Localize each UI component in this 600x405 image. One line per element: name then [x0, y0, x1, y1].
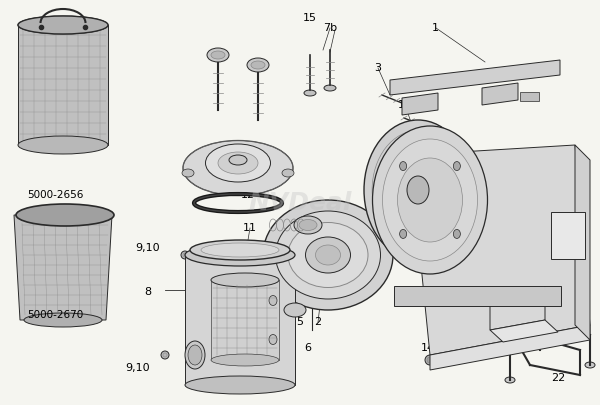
Ellipse shape	[425, 355, 435, 365]
Polygon shape	[390, 60, 560, 95]
Polygon shape	[575, 145, 590, 340]
FancyBboxPatch shape	[551, 212, 585, 259]
Ellipse shape	[294, 216, 322, 234]
Ellipse shape	[247, 58, 269, 72]
Text: 19: 19	[301, 213, 315, 223]
Ellipse shape	[229, 155, 247, 165]
Ellipse shape	[205, 144, 271, 182]
Ellipse shape	[445, 255, 455, 261]
Ellipse shape	[284, 303, 306, 317]
Ellipse shape	[207, 48, 229, 62]
Ellipse shape	[263, 200, 393, 310]
Ellipse shape	[182, 169, 194, 177]
Text: 16: 16	[291, 295, 305, 305]
Ellipse shape	[218, 152, 258, 174]
Ellipse shape	[211, 354, 279, 366]
Polygon shape	[490, 320, 558, 342]
Text: 8: 8	[145, 287, 152, 297]
Text: 4: 4	[445, 243, 452, 253]
Ellipse shape	[251, 61, 265, 69]
Text: 22: 22	[551, 373, 565, 383]
Ellipse shape	[201, 243, 279, 257]
Text: 1: 1	[431, 23, 439, 33]
Text: 21: 21	[231, 150, 245, 160]
Text: 20: 20	[448, 310, 462, 320]
Ellipse shape	[211, 51, 225, 59]
Text: 23: 23	[558, 263, 572, 273]
Ellipse shape	[16, 204, 114, 226]
Text: 18: 18	[398, 100, 412, 110]
Polygon shape	[490, 290, 545, 330]
Text: 13: 13	[465, 263, 479, 273]
Ellipse shape	[269, 296, 277, 305]
Ellipse shape	[269, 335, 277, 345]
Ellipse shape	[211, 273, 279, 287]
Ellipse shape	[18, 16, 108, 34]
Ellipse shape	[275, 211, 380, 299]
Ellipse shape	[183, 141, 293, 196]
Text: 17: 17	[483, 210, 497, 220]
Ellipse shape	[398, 158, 463, 242]
Polygon shape	[410, 145, 590, 355]
Ellipse shape	[454, 162, 460, 171]
FancyBboxPatch shape	[520, 92, 539, 100]
Ellipse shape	[282, 169, 294, 177]
Text: 7b: 7b	[323, 23, 337, 33]
Ellipse shape	[161, 351, 169, 359]
Ellipse shape	[18, 16, 108, 34]
Text: 5000-2670: 5000-2670	[27, 310, 83, 320]
Ellipse shape	[324, 85, 336, 91]
Bar	[185, 255, 295, 385]
Text: 7: 7	[244, 380, 251, 390]
Polygon shape	[402, 93, 438, 115]
Ellipse shape	[373, 126, 487, 274]
Text: 9,10: 9,10	[125, 363, 151, 373]
Ellipse shape	[364, 120, 472, 260]
Ellipse shape	[400, 162, 407, 171]
Text: 14: 14	[421, 343, 435, 353]
Ellipse shape	[400, 230, 407, 239]
Ellipse shape	[383, 139, 478, 261]
Ellipse shape	[585, 362, 595, 368]
Text: 12: 12	[241, 190, 255, 200]
Ellipse shape	[190, 240, 290, 260]
Ellipse shape	[185, 376, 295, 394]
Text: 9,10: 9,10	[136, 243, 160, 253]
Polygon shape	[14, 215, 112, 320]
Text: 5000-2656: 5000-2656	[27, 190, 83, 200]
Polygon shape	[18, 25, 108, 145]
Text: 5: 5	[296, 317, 304, 327]
Ellipse shape	[185, 341, 205, 369]
Text: 15: 15	[303, 13, 317, 23]
Bar	[211, 280, 279, 360]
Ellipse shape	[427, 357, 433, 363]
Ellipse shape	[454, 230, 460, 239]
Ellipse shape	[185, 244, 295, 266]
Ellipse shape	[407, 176, 429, 204]
Text: 11: 11	[243, 223, 257, 233]
Ellipse shape	[181, 251, 189, 259]
Ellipse shape	[288, 222, 368, 288]
Ellipse shape	[505, 377, 515, 383]
Text: 2: 2	[314, 317, 322, 327]
Text: NVDeal: NVDeal	[248, 190, 352, 215]
FancyBboxPatch shape	[394, 286, 561, 306]
Ellipse shape	[316, 245, 341, 265]
Ellipse shape	[18, 136, 108, 154]
Text: 6: 6	[305, 343, 311, 353]
Ellipse shape	[188, 345, 202, 365]
Bar	[430, 232, 575, 300]
Text: 3: 3	[374, 63, 382, 73]
Ellipse shape	[299, 220, 317, 230]
Ellipse shape	[305, 237, 350, 273]
Ellipse shape	[24, 313, 102, 327]
Polygon shape	[430, 325, 590, 370]
Ellipse shape	[304, 90, 316, 96]
Polygon shape	[482, 83, 518, 105]
